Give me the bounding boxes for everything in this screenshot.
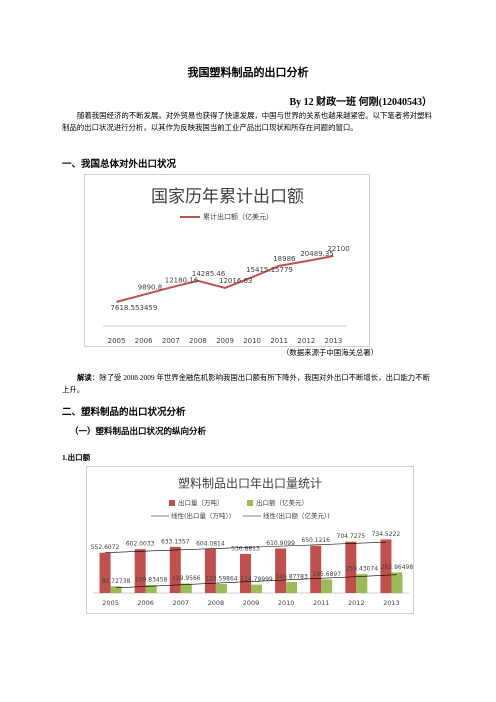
legend-swatch bbox=[247, 500, 253, 506]
x-tick-label: 2008 bbox=[208, 599, 225, 607]
legend-label: 累计出口额（亿美元） bbox=[203, 212, 273, 221]
author: By 12 财政一班 何刚(12040543） bbox=[289, 97, 433, 108]
data-label: 15415.15779 bbox=[246, 266, 293, 274]
legend-label: 线性(出口量（万吨）) bbox=[171, 511, 231, 520]
x-tick-label: 2012 bbox=[348, 599, 365, 607]
x-tick-label: 2009 bbox=[243, 599, 260, 607]
bar bbox=[310, 545, 322, 593]
note-text: ：除了受 2008 2009 年世界金融危机影响我国出口额有所下降外，我国对外出… bbox=[62, 373, 430, 394]
x-tick-label: 2007 bbox=[162, 337, 180, 345]
x-tick-label: 2008 bbox=[189, 337, 207, 345]
data-label: 604.0814 bbox=[196, 540, 225, 547]
data-label: 20489.35 bbox=[300, 250, 333, 258]
bar bbox=[215, 583, 227, 593]
x-tick-label: 2013 bbox=[325, 337, 343, 345]
x-tick-label: 2006 bbox=[135, 337, 153, 345]
heading: 二、塑料制品的出口状况分析 bbox=[62, 408, 186, 418]
data-label: 7618.553459 bbox=[111, 304, 158, 312]
data-label: 18986 bbox=[273, 255, 296, 263]
bar bbox=[391, 572, 403, 593]
bar bbox=[321, 579, 333, 593]
source: （数据来源于中国海关总署） bbox=[282, 348, 379, 357]
data-label: 633.1357 bbox=[161, 538, 190, 545]
heading: 一、我国总体对外出口状况 bbox=[62, 160, 177, 170]
x-tick-label: 2009 bbox=[216, 337, 234, 345]
bar bbox=[145, 584, 157, 593]
data-label: 602.0033 bbox=[126, 541, 155, 548]
doc-title: 我国塑料制品的出口分析 bbox=[187, 67, 309, 79]
series-line bbox=[116, 255, 334, 303]
trend-line bbox=[116, 574, 397, 589]
bar bbox=[356, 574, 368, 593]
bar bbox=[275, 548, 287, 593]
data-label: 114.79999 bbox=[240, 576, 273, 583]
bar bbox=[169, 546, 181, 593]
data-label: 704.7275 bbox=[337, 533, 366, 540]
x-tick-label: 2011 bbox=[313, 599, 330, 607]
legend-swatch bbox=[169, 500, 175, 506]
legend-label: 出口额（亿美元） bbox=[256, 498, 308, 507]
chart: 国家历年累计出口额 2005 2006 2007 2008 2009 2010 2011 201… bbox=[84, 174, 370, 347]
bar bbox=[180, 583, 192, 593]
data-label: 129.9566 bbox=[172, 575, 201, 582]
x-tick-label: 2007 bbox=[173, 599, 190, 607]
data-label: 109.83458 bbox=[135, 576, 168, 583]
data-label: 12016.63 bbox=[219, 277, 252, 285]
x-tick-label: 2006 bbox=[137, 599, 154, 607]
x-tick-label: 2011 bbox=[270, 337, 288, 345]
data-label: 9890.8 bbox=[138, 284, 163, 292]
x-tick-label: 2010 bbox=[278, 599, 295, 607]
bar bbox=[204, 548, 216, 593]
x-tick-label: 2010 bbox=[243, 337, 261, 345]
bar bbox=[345, 541, 357, 593]
data-label: 610.9099 bbox=[266, 540, 295, 547]
x-tick-label: 2005 bbox=[108, 337, 126, 345]
data-label: 282.96498 bbox=[381, 564, 414, 571]
intro: 随着我国经济的不断发展，对外贸易也获得了快速发展，中国与世界的关系也越来越紧密。… bbox=[62, 111, 432, 132]
x-tick-label: 2012 bbox=[297, 337, 315, 345]
data-label: 552.6072 bbox=[91, 544, 120, 551]
legend-label: 出口量（万吨） bbox=[178, 498, 224, 507]
x-tick-label: 2013 bbox=[383, 599, 400, 607]
data-label: 12180.16 bbox=[165, 276, 199, 284]
chart-title: 国家历年累计出口额 bbox=[151, 187, 304, 207]
data-label: 14285.46 bbox=[192, 270, 226, 278]
bar bbox=[134, 549, 146, 593]
data-label: 22100 bbox=[327, 245, 349, 253]
chart-title: 塑料制品出口年出口量统计 bbox=[178, 476, 322, 491]
data-label: 149.87783 bbox=[275, 574, 308, 581]
bar bbox=[286, 582, 298, 593]
bar bbox=[251, 584, 262, 593]
bar bbox=[110, 586, 122, 593]
data-label: 650.1216 bbox=[301, 537, 330, 544]
bar bbox=[240, 553, 251, 593]
heading: （一）塑料制品出口状况的纵向分析 bbox=[70, 426, 207, 436]
note-label: 解读 bbox=[77, 373, 92, 382]
chart: 塑料制品出口年出口量统计 2005 2006 2007 2008 2009 2010 2011… bbox=[86, 466, 414, 614]
data-label: 734.5222 bbox=[372, 531, 401, 538]
data-label: 259.43074 bbox=[346, 566, 379, 573]
legend-label: 线性(出口额（亿美元）) bbox=[263, 511, 330, 520]
note: 解读：除了受 2008 2009 年世界金融危机影响我国出口额有所下降外，我国对… bbox=[62, 372, 436, 396]
data-label: 91.72738 bbox=[102, 578, 131, 585]
bar bbox=[380, 539, 392, 593]
trend-line bbox=[105, 541, 386, 553]
data-label: 123.59864 bbox=[205, 575, 238, 582]
bar bbox=[99, 552, 111, 593]
heading: 1.出口额 bbox=[62, 453, 91, 462]
data-label: 185.6897 bbox=[312, 571, 341, 578]
data-label: 536.8813 bbox=[231, 545, 260, 552]
x-tick-label: 2005 bbox=[102, 599, 119, 607]
